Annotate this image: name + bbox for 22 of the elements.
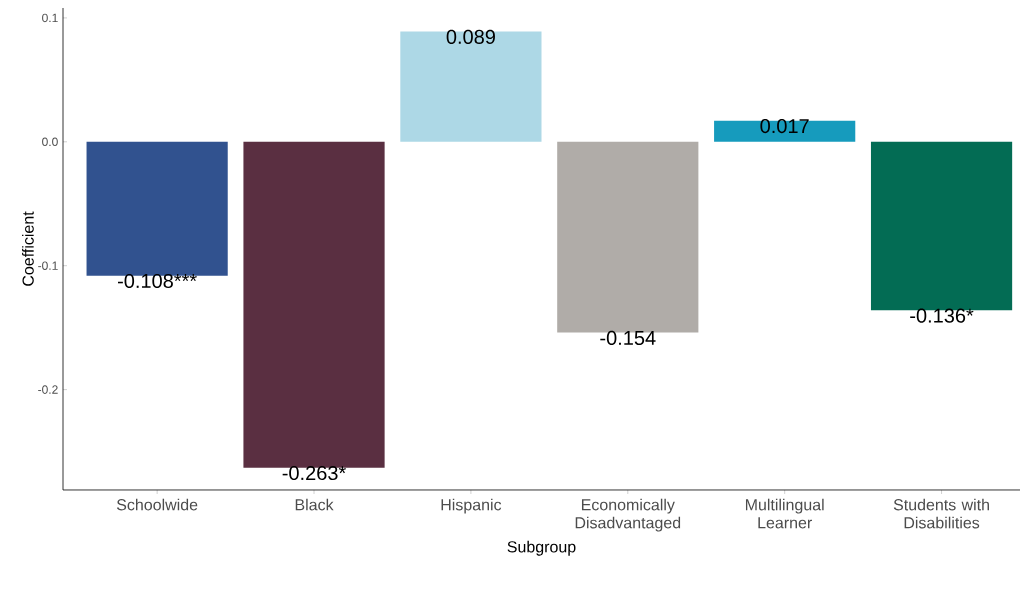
- bar: [400, 31, 542, 142]
- data-label: -0.263*: [282, 465, 346, 481]
- x-tick-label: Schoolwide: [116, 498, 198, 511]
- bar: [714, 120, 856, 142]
- data-label: -0.154: [600, 330, 656, 346]
- y-tick-label: 0.1: [42, 13, 58, 23]
- y-tick-label: -0.1: [38, 261, 58, 270]
- x-tick-label: Students with Disabilities: [893, 498, 989, 529]
- x-tick-label: Black: [295, 498, 334, 511]
- x-tick-label: Hispanic: [441, 498, 502, 514]
- bar: [86, 141, 228, 276]
- x-tick-label: Multilingual Learner: [745, 498, 824, 529]
- y-tick-label: -0.2: [38, 385, 58, 394]
- data-label: -0.108***: [117, 273, 197, 289]
- y-tick-label: 0.0: [42, 137, 58, 147]
- x-axis-title: Subgroup: [507, 540, 576, 556]
- y-axis-title: Coefficient: [22, 211, 34, 286]
- data-label: 0.017: [760, 118, 809, 134]
- data-label: -0.136*: [910, 308, 974, 323]
- data-label: 0.089: [446, 29, 495, 44]
- bar: [243, 141, 385, 468]
- x-tick-label: Economically Disadvantaged: [575, 498, 681, 532]
